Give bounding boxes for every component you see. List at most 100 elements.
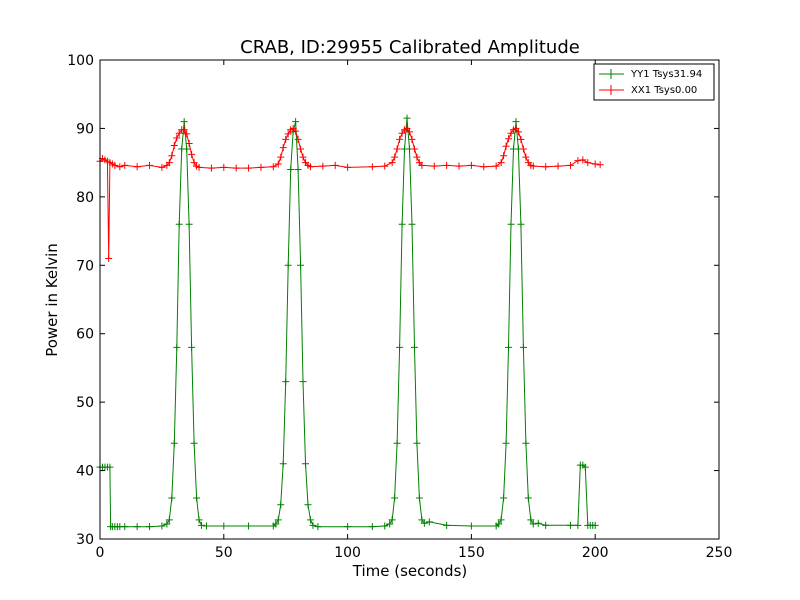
series-2-point — [500, 152, 508, 160]
series-2-point — [566, 161, 574, 169]
series-1-point — [173, 343, 181, 351]
series-2-point — [574, 157, 582, 165]
series-2-point — [388, 159, 396, 167]
plot-area — [96, 114, 604, 531]
series-2-point — [467, 161, 475, 169]
legend-box — [593, 63, 715, 101]
series-2-point — [173, 134, 181, 142]
x-tick-label: 150 — [458, 545, 485, 561]
series-2-point — [180, 126, 188, 134]
series-2-point — [331, 161, 339, 169]
series-1-point — [306, 516, 314, 524]
series-2-point — [188, 150, 196, 158]
series-2-point — [514, 128, 522, 136]
series-1-point — [507, 220, 515, 228]
x-tick-label: 250 — [706, 545, 733, 561]
series-2-point — [207, 164, 215, 172]
series-2-point — [105, 254, 113, 262]
series-1-point — [386, 520, 394, 528]
series-1-point — [398, 220, 406, 228]
series-1-point — [527, 516, 535, 524]
series-1-point — [193, 494, 201, 502]
series-1-point — [403, 114, 411, 122]
series-2-point — [393, 145, 401, 153]
series-1-point — [284, 261, 292, 269]
series-1-point — [183, 145, 191, 153]
series-1-point — [497, 516, 505, 524]
axes-ticks: 0 50 100 150 200 250 30 40 50 60 70 80 90 100 — [67, 53, 732, 561]
series-1-point — [381, 522, 389, 530]
series-2-point — [170, 142, 178, 150]
series-1-point — [198, 521, 206, 529]
series-2-point — [381, 162, 389, 170]
series-1-point — [272, 520, 280, 528]
series-1-point — [133, 523, 141, 531]
series-1-point — [170, 439, 178, 447]
legend-label-yy1: YY1 Tsys31.94 — [630, 69, 702, 80]
y-axis-label: Power in Kelvin — [43, 243, 61, 357]
series-2-point — [430, 162, 438, 170]
series-2-point — [529, 162, 537, 170]
series-1-point — [393, 439, 401, 447]
series-1-point — [495, 520, 503, 528]
series-2-point — [232, 164, 240, 172]
series-1-point — [309, 521, 317, 529]
series-2-point — [116, 163, 124, 171]
series-1-point — [165, 516, 173, 524]
series-2-point — [269, 163, 277, 171]
series-1-point — [500, 494, 508, 502]
series-1-point — [195, 516, 203, 524]
series-2-point — [292, 127, 300, 135]
y-tick-label: 60 — [76, 327, 94, 343]
series-2-point — [455, 162, 463, 170]
series-2-point — [257, 163, 265, 171]
series-2-point — [133, 163, 141, 171]
chart-title: CRAB, ID:29955 Calibrated Amplitude — [240, 37, 580, 58]
y-tick-label: 30 — [76, 532, 94, 548]
series-2-point — [168, 152, 176, 160]
series-2-point — [368, 163, 376, 171]
series-1-point — [314, 523, 322, 531]
series-2-point — [195, 163, 203, 171]
x-tick-label: 0 — [96, 545, 105, 561]
series-2-point — [282, 135, 290, 143]
series-1-point — [220, 522, 228, 530]
series-2-point — [406, 128, 413, 136]
series-1-point — [396, 343, 404, 351]
series-2-point — [111, 161, 119, 169]
series-1-point — [168, 494, 176, 502]
series-1-point — [185, 220, 193, 228]
y-tick-label: 70 — [76, 258, 94, 274]
series-2-point — [591, 160, 599, 168]
x-tick-label: 50 — [215, 545, 233, 561]
series-1-point — [517, 220, 525, 228]
series-1-point — [415, 494, 423, 502]
series-1-point — [299, 378, 307, 386]
series-2-point — [408, 135, 416, 143]
series-1-point — [121, 523, 129, 531]
series-1-point — [274, 516, 282, 524]
series-2-point — [183, 130, 191, 138]
series-2-point — [410, 145, 418, 153]
series-1-point — [502, 439, 510, 447]
plot-frame — [99, 59, 720, 540]
series-2-point — [158, 163, 166, 171]
series-1-point — [413, 439, 421, 447]
series-1-point — [292, 118, 300, 126]
series-2-point — [554, 162, 562, 170]
series-2-point — [497, 159, 505, 167]
series-2-point — [299, 153, 307, 161]
series-2-point — [584, 159, 592, 167]
series-1-point — [287, 165, 295, 173]
series-2-point — [344, 163, 352, 171]
x-axis-label: Time (seconds) — [352, 562, 468, 580]
series-1-point — [505, 343, 513, 351]
series-1-point — [297, 261, 305, 269]
series-2-point — [274, 160, 282, 168]
series-2-point — [396, 135, 404, 143]
series-1-point — [190, 439, 198, 447]
series-2-point — [443, 161, 451, 169]
series-1-point — [524, 494, 532, 502]
y-tick-label: 40 — [76, 464, 94, 480]
series-1-point — [519, 343, 527, 351]
